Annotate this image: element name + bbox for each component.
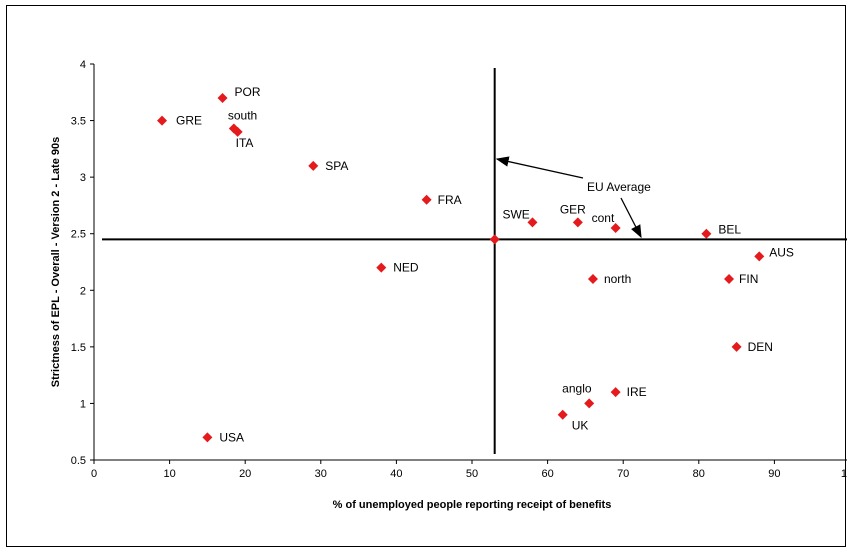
- y-tick-label: 2.5: [71, 229, 86, 241]
- data-point-uk: [557, 409, 568, 420]
- point-labels: GRE POR south ITA SPA FRA NED SWE GER cont BEL AUS F…: [176, 85, 794, 444]
- data-point-den: [731, 341, 742, 352]
- point-label-ire: IRE: [627, 385, 647, 399]
- point-label-fin: FIN: [739, 272, 758, 286]
- reference-lines: [102, 68, 847, 454]
- arrow-to-vertical-line: [495, 156, 584, 179]
- data-point-swe: [527, 217, 538, 228]
- point-label-bel: BEL: [718, 223, 741, 237]
- y-tick-label: 1: [80, 398, 86, 410]
- y-tick-label: 3: [80, 172, 86, 184]
- point-label-spa: SPA: [325, 159, 348, 173]
- point-label-ned: NED: [393, 261, 419, 275]
- y-tick-label: 4: [80, 59, 86, 71]
- data-point-fra: [421, 194, 432, 205]
- point-label-ger: GER: [560, 202, 586, 216]
- x-tick-label: 40: [390, 468, 402, 480]
- y-ticks: 0.5 1 1.5 2 2.5 3 3.5 4: [71, 59, 94, 467]
- point-label-aus: AUS: [769, 245, 794, 259]
- data-point-fin: [724, 273, 735, 284]
- point-label-por: POR: [235, 85, 261, 99]
- point-label-north: north: [604, 272, 631, 286]
- point-label-fra: FRA: [438, 193, 462, 207]
- point-label-cont: cont: [592, 211, 615, 225]
- x-tick-label: 80: [693, 468, 705, 480]
- point-label-usa: USA: [219, 430, 244, 444]
- x-tick-label: 30: [315, 468, 327, 480]
- x-ticks: 0 10 20 30 40 50 60 70 80 90 100: [91, 460, 847, 480]
- eu-average-annotation: EU Average: [587, 180, 651, 194]
- data-point-anglo: [584, 398, 595, 409]
- axes: [93, 64, 847, 461]
- point-label-south: south: [228, 108, 257, 122]
- data-point-ita: [232, 126, 243, 137]
- x-tick-label: 20: [239, 468, 251, 480]
- data-point-por: [217, 92, 228, 103]
- x-tick-label: 70: [617, 468, 629, 480]
- data-point-eu-average: [489, 234, 500, 245]
- y-tick-label: 3.5: [71, 116, 86, 128]
- x-axis-title: % of unemployed people reporting receipt…: [333, 499, 612, 511]
- annotation: EU Average: [495, 156, 651, 239]
- data-points: [157, 92, 765, 443]
- x-tick-label: 10: [163, 468, 175, 480]
- data-point-ire: [610, 387, 621, 398]
- data-point-ned: [376, 262, 387, 273]
- x-tick-label: 50: [466, 468, 478, 480]
- point-label-swe: SWE: [502, 207, 529, 221]
- data-point-ger: [572, 217, 583, 228]
- point-label-anglo: anglo: [562, 381, 592, 395]
- x-tick-label: 90: [768, 468, 780, 480]
- y-axis-title: Strictness of EPL - Overall - Version 2 …: [50, 137, 62, 387]
- data-point-spa: [308, 160, 319, 171]
- point-label-gre: GRE: [176, 114, 202, 128]
- point-label-ita: ITA: [236, 136, 254, 150]
- data-point-cont: [610, 223, 621, 234]
- y-tick-label: 0.5: [71, 455, 86, 467]
- point-label-uk: UK: [572, 419, 589, 433]
- y-tick-label: 1.5: [71, 342, 86, 354]
- chart-frame: 0102030405060708090100 0.511.522.533.54 …: [6, 5, 847, 547]
- data-point-aus: [754, 251, 765, 262]
- x-tick-label: 60: [541, 468, 553, 480]
- point-label-den: DEN: [748, 340, 773, 354]
- data-point-north: [587, 273, 598, 284]
- scatter-chart: 0102030405060708090100 0.511.522.533.54 …: [50, 59, 847, 511]
- data-point-gre: [157, 115, 168, 126]
- arrow-to-horizontal-line: [620, 197, 642, 239]
- data-point-bel: [701, 228, 712, 239]
- data-point-usa: [202, 432, 213, 443]
- x-tick-label: 0: [91, 468, 97, 480]
- x-tick-label: 100: [841, 468, 847, 480]
- y-tick-label: 2: [80, 285, 86, 297]
